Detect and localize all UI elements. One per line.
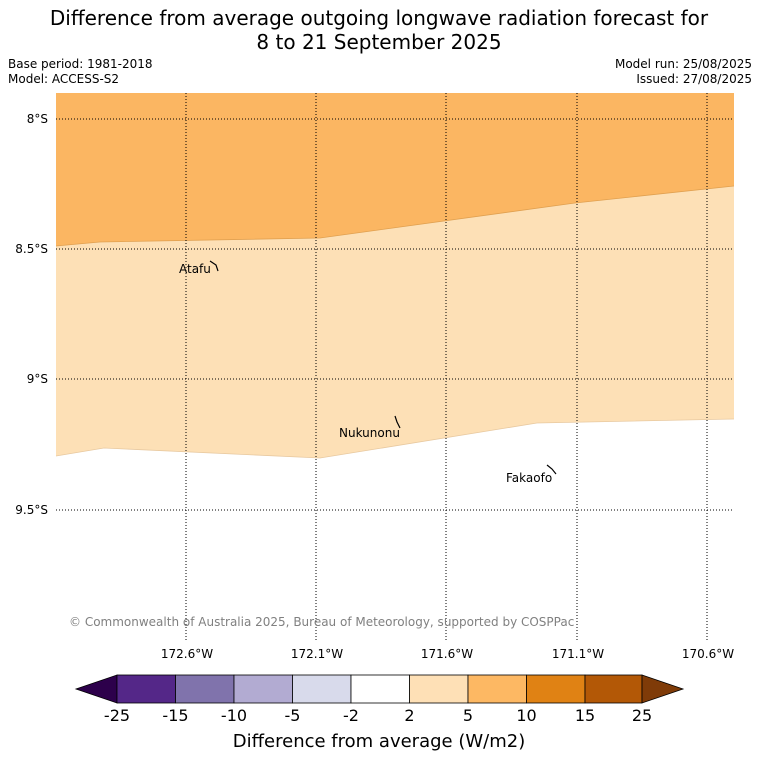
colorbar-swatch-2	[175, 674, 235, 704]
colorbar-swatch-4	[292, 674, 352, 704]
latitude-labels: 8°S 8.5°S 9°S 9.5°S	[15, 112, 48, 517]
colorbar-swatch-1	[116, 674, 176, 704]
colorbar-tick: -25	[104, 706, 130, 725]
map-title: Difference from average outgoing longwav…	[0, 6, 758, 54]
place-label-nukunonu: Nukunonu	[339, 426, 400, 440]
colorbar-ticks: -25 -15 -10 -5 -2 2 5 10 15 25	[104, 706, 652, 725]
colorbar-arrow-high	[641, 674, 685, 704]
colorbar-tick: 25	[632, 706, 652, 725]
map-plot: Atafu Nukunonu Fakaofo © Commonwealth of…	[55, 93, 735, 640]
atolls	[209, 260, 557, 475]
gridlines	[56, 93, 734, 640]
colorbar-arrow-low	[74, 674, 118, 704]
lon-label-171-6: 171.6°W	[421, 647, 473, 661]
anomaly-band-5-10	[56, 93, 734, 246]
issued-date: Issued: 27/08/2025	[636, 72, 752, 86]
colorbar-swatch-9	[584, 674, 643, 704]
colorbar-tick: -15	[162, 706, 188, 725]
base-period: Base period: 1981-2018	[8, 57, 153, 71]
lat-label-9: 9°S	[27, 372, 48, 386]
colorbar-title: Difference from average (W/m2)	[233, 731, 525, 752]
lon-label-172-1: 172.1°W	[291, 647, 343, 661]
colorbar-tick: 15	[575, 706, 595, 725]
contour-5	[55, 185, 735, 247]
colorbar-tick: 5	[463, 706, 473, 725]
colorbar-swatch-8	[526, 674, 586, 704]
copyright-notice: © Commonwealth of Australia 2025, Bureau…	[69, 615, 574, 629]
lon-label-171-1: 171.1°W	[552, 647, 604, 661]
lon-label-170-6: 170.6°W	[682, 647, 734, 661]
meta-right: Model run: 25/08/2025 Issued: 27/08/2025	[615, 57, 752, 87]
colorbar-tick: -5	[285, 706, 301, 725]
title-line-2: 8 to 21 September 2025	[256, 30, 502, 54]
colorbar-swatch-5	[350, 674, 410, 704]
title-line-1: Difference from average outgoing longwav…	[49, 6, 709, 30]
lat-label-9-5: 9.5°S	[15, 503, 48, 517]
meta-left: Base period: 1981-2018 Model: ACCESS-S2	[8, 57, 153, 87]
colorbar-swatch-3	[233, 674, 293, 704]
model-name: Model: ACCESS-S2	[8, 72, 120, 86]
colorbar-swatch-7	[467, 674, 527, 704]
lon-label-172-6: 172.6°W	[161, 647, 213, 661]
colorbar-swatch-6	[409, 674, 469, 704]
colorbar-tick: -2	[343, 706, 359, 725]
colorbar-tick: -10	[221, 706, 247, 725]
contour-2	[55, 418, 735, 459]
lat-label-8-5: 8.5°S	[15, 242, 48, 256]
colorbar	[74, 674, 685, 704]
colorbar-tick: 2	[404, 706, 414, 725]
nukunonu-outline	[394, 415, 401, 429]
longitude-labels: 172.6°W 172.1°W 171.6°W 171.1°W 170.6°W	[161, 647, 734, 661]
place-label-fakaofo: Fakaofo	[506, 471, 552, 485]
colorbar-tick: 10	[516, 706, 536, 725]
model-run: Model run: 25/08/2025	[614, 57, 752, 71]
lat-label-8: 8°S	[27, 112, 48, 126]
atafu-outline	[209, 260, 219, 272]
fakaofo-outline	[546, 464, 557, 475]
place-label-atafu: Atafu	[179, 262, 211, 276]
